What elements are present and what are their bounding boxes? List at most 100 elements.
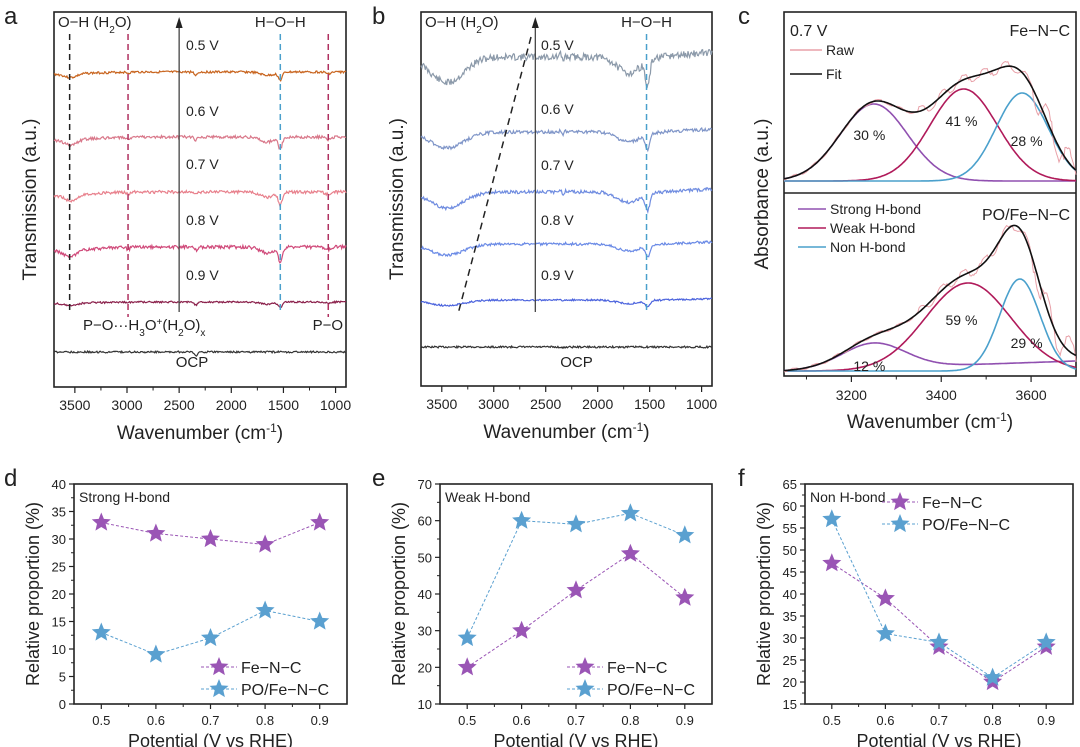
x-tick-label: 2000 bbox=[216, 397, 247, 413]
arrow-head-icon bbox=[175, 17, 183, 28]
panel-label-f: f bbox=[738, 465, 745, 492]
x-tick-label: 1000 bbox=[686, 396, 717, 412]
potential-label: 0.6 V bbox=[541, 101, 574, 117]
panel-a-ftir-spectra-fenc: 3500 3000 2500 2000 1500 1000 Wavenumber (cm-1… bbox=[20, 11, 351, 444]
y-tick-label: 65 bbox=[783, 477, 797, 492]
y-tick-label: 20 bbox=[783, 675, 797, 690]
y-tick-label: 60 bbox=[418, 514, 432, 529]
y-axis-label: Absorbance (a.u.) bbox=[752, 118, 773, 269]
sample-name-label: Fe−N−C bbox=[1010, 23, 1070, 40]
data-point-star bbox=[929, 632, 949, 651]
series-line-0 bbox=[831, 562, 1047, 683]
x-tick-label: 3200 bbox=[836, 387, 867, 403]
fit-curve-line bbox=[783, 224, 1077, 372]
x-tick-label: 2500 bbox=[164, 397, 195, 413]
x-tick-label: 0.5 bbox=[92, 713, 110, 728]
spectrum-line-07v bbox=[420, 186, 713, 215]
data-point-star bbox=[983, 667, 1003, 686]
legend-label: Raw bbox=[826, 42, 855, 58]
bond-type-annotation: Weak H-bond bbox=[445, 489, 530, 505]
y-tick-label: 25 bbox=[52, 560, 66, 575]
legend-star-icon bbox=[209, 679, 229, 698]
x-tick-label: 3600 bbox=[1015, 387, 1046, 403]
panel-b-ftir-spectra-pofenc: 3500 3000 2500 2000 1500 1000 Wavenumber (cm-1… bbox=[387, 11, 717, 443]
panel-label-a: a bbox=[4, 3, 18, 30]
data-point-star bbox=[822, 553, 842, 572]
data-point-star bbox=[566, 580, 586, 599]
panel-d-strong-hbond-proportion: 0 5 10 15 20 25 30 35 40 0.5 0.6 0.7 0.8 0.9 Potential… bbox=[23, 477, 348, 747]
spectrum-line-ocp bbox=[53, 349, 347, 357]
y-axis-label: Relative proportion (%) bbox=[23, 502, 43, 686]
component-percent-label: 41 % bbox=[945, 113, 977, 129]
y-tick-label: 40 bbox=[418, 587, 432, 602]
data-point-star bbox=[201, 529, 220, 548]
panel-label-b: b bbox=[372, 3, 385, 30]
legend-star-icon bbox=[890, 492, 910, 511]
y-tick-label: 45 bbox=[783, 565, 797, 580]
oh-water-label: O−H (H2O) bbox=[425, 14, 499, 36]
x-tick-label: 0.6 bbox=[876, 713, 894, 728]
data-point-star bbox=[255, 534, 275, 553]
data-point-star bbox=[675, 525, 695, 544]
panel-e-weak-hbond-proportion: 10 20 30 40 50 60 70 0.5 0.6 0.7 0.8 0.9 Potential (… bbox=[389, 477, 713, 747]
y-tick-label: 10 bbox=[418, 697, 432, 712]
x-tick-label: 3500 bbox=[59, 397, 90, 413]
legend-label: Weak H-bond bbox=[830, 220, 915, 236]
component-percent-label: 29 % bbox=[1011, 335, 1043, 351]
y-axis-label: Transmission (a.u.) bbox=[20, 119, 41, 281]
panel-f-non-hbond-proportion: 15 20 25 30 35 40 45 50 55 60 65 0.5 0.6 0.7 0.8 0.9 Pot… bbox=[754, 477, 1074, 747]
y-tick-label: 30 bbox=[52, 532, 66, 547]
spectrum-line-08v bbox=[420, 240, 713, 258]
x-tick-label: 3000 bbox=[478, 396, 509, 412]
y-tick-label: 0 bbox=[59, 697, 66, 712]
x-tick-label: 0.7 bbox=[201, 713, 219, 728]
y-tick-label: 30 bbox=[783, 631, 797, 646]
legend-label: PO/Fe−N−C bbox=[922, 517, 1010, 534]
component-percent-label: 28 % bbox=[1011, 133, 1043, 149]
potential-label: 0.7 V bbox=[790, 23, 828, 40]
legend-star-icon bbox=[575, 657, 595, 676]
y-tick-label: 20 bbox=[418, 660, 432, 675]
ocp-label: OCP bbox=[560, 354, 593, 371]
y-tick-label: 15 bbox=[783, 697, 797, 712]
y-tick-label: 15 bbox=[52, 615, 66, 630]
plot-frame bbox=[783, 11, 1077, 377]
legend-label: Strong H-bond bbox=[830, 201, 921, 217]
x-tick-label: 3000 bbox=[111, 397, 142, 413]
component-percent-label: 59 % bbox=[945, 312, 977, 328]
data-point-star bbox=[620, 503, 640, 522]
po-label: P−O bbox=[313, 317, 343, 334]
legend-star-icon bbox=[575, 679, 595, 698]
x-tick-label: 0.7 bbox=[930, 713, 948, 728]
x-tick-label: 3400 bbox=[926, 387, 957, 403]
data-point-star bbox=[457, 657, 477, 676]
spectrum-line-05v bbox=[53, 69, 347, 82]
legend-label: Non H-bond bbox=[830, 239, 906, 255]
component-percent-label: 12 % bbox=[853, 358, 885, 374]
x-tick-label: 2500 bbox=[530, 396, 561, 412]
y-tick-label: 30 bbox=[418, 624, 432, 639]
legend-label: Fe−N−C bbox=[922, 495, 982, 512]
x-tick-label: 0.6 bbox=[147, 713, 165, 728]
potential-label: 0.8 V bbox=[186, 212, 219, 228]
x-tick-label: 0.5 bbox=[823, 713, 841, 728]
arrow-head-icon bbox=[531, 17, 539, 28]
x-tick-label: 0.9 bbox=[1037, 713, 1055, 728]
data-point-star bbox=[875, 623, 895, 642]
data-point-star bbox=[675, 587, 695, 606]
y-axis-label: Relative proportion (%) bbox=[389, 502, 409, 686]
x-axis-label: Wavenumber (cm-1) bbox=[847, 410, 1013, 433]
legend-label: Fe−N−C bbox=[241, 660, 301, 677]
component-percent-label: 30 % bbox=[853, 127, 885, 143]
y-axis-label: Relative proportion (%) bbox=[754, 502, 774, 686]
potential-label: 0.7 V bbox=[541, 157, 574, 173]
oh-water-label: O−H (H2O) bbox=[58, 14, 132, 36]
data-point-star bbox=[310, 512, 330, 531]
x-tick-label: 0.6 bbox=[513, 713, 531, 728]
legend-label: Fe−N−C bbox=[607, 660, 667, 677]
data-point-star bbox=[91, 622, 111, 641]
x-tick-label: 0.8 bbox=[256, 713, 274, 728]
x-tick-label: 1500 bbox=[634, 396, 665, 412]
legend-star-icon bbox=[890, 514, 910, 533]
potential-label: 0.6 V bbox=[186, 103, 219, 119]
